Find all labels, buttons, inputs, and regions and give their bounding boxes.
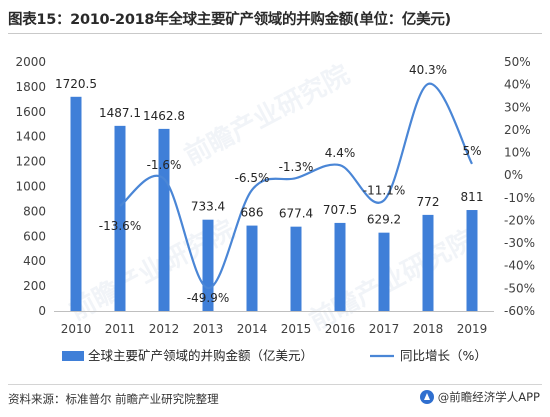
bar-data-label: 1487.1 (99, 106, 141, 120)
bar (290, 226, 302, 311)
source-note: 资料来源：标准普尔 前瞻产业研究院整理 (8, 392, 219, 406)
left-axis-tick-label: 1800 (15, 80, 46, 94)
right-axis-tick-label: 40% (504, 78, 531, 92)
left-axis-tick-label: 1400 (15, 130, 46, 144)
line-data-label: -11.1% (363, 183, 405, 197)
bar (246, 225, 258, 311)
left-axis-tick-label: 600 (23, 229, 46, 243)
right-axis-tick-label: 0% (504, 168, 523, 182)
right-axis-tick-label: -10% (504, 191, 535, 205)
left-axis-tick-label: 400 (23, 254, 46, 268)
bar (114, 125, 126, 311)
footer-divider (8, 384, 542, 385)
legend-bar-swatch (62, 351, 84, 361)
bar-data-label: 1462.8 (143, 109, 185, 123)
left-axis-tick-label: 1200 (15, 155, 46, 169)
bar (334, 222, 346, 311)
line-data-label: 5% (462, 144, 481, 158)
right-axis-tick-label: 50% (504, 55, 531, 69)
right-axis-tick-label: 30% (504, 100, 531, 114)
line-data-label: -6.5% (235, 171, 270, 185)
right-axis-tick-label: -40% (504, 259, 535, 273)
bar (70, 96, 82, 311)
x-axis-tick-label: 2014 (237, 322, 268, 336)
line-data-label: 40.3% (409, 63, 447, 77)
left-axis-tick-label: 200 (23, 279, 46, 293)
right-axis-tick-label: 20% (504, 123, 531, 137)
left-axis-tick-label: 800 (23, 204, 46, 218)
x-axis-tick-label: 2015 (281, 322, 312, 336)
line-data-label: 4.4% (325, 146, 356, 160)
bar (378, 232, 390, 311)
legend-bar-label: 全球主要矿产领域的并购金额（亿美元） (88, 348, 313, 363)
line-data-label: -13.6% (99, 219, 141, 233)
right-axis-tick-label: -60% (504, 304, 535, 318)
brand-credit: @前瞻经济学人APP (419, 389, 540, 405)
right-axis-tick-label: -20% (504, 213, 535, 227)
left-axis-tick-label: 0 (38, 304, 46, 318)
x-axis-tick-label: 2016 (325, 322, 356, 336)
x-axis-tick-label: 2017 (369, 322, 400, 336)
bar (158, 128, 170, 311)
title-divider (8, 33, 542, 34)
right-axis-tick-label: 10% (504, 146, 531, 160)
right-axis-tick-label: -30% (504, 236, 535, 250)
bar-data-label: 1720.5 (55, 77, 97, 91)
x-axis-tick-label: 2013 (193, 322, 224, 336)
brand-label: @前瞻经济学人APP (437, 390, 540, 404)
bar (202, 219, 214, 311)
line-data-label: -49.9% (187, 291, 229, 305)
line-data-label: -1.3% (279, 160, 314, 174)
x-axis-tick-label: 2010 (61, 322, 92, 336)
x-axis-tick-label: 2012 (149, 322, 180, 336)
bar-data-label: 772 (417, 195, 440, 209)
left-axis-tick-label: 1000 (15, 180, 46, 194)
bar-data-label: 707.5 (323, 203, 357, 217)
bar-data-label: 686 (241, 206, 264, 220)
bar-data-label: 629.2 (367, 213, 401, 227)
legend-line-label: 同比增长（%） (400, 348, 487, 363)
bar (466, 210, 478, 311)
bar-data-label: 677.4 (279, 207, 313, 221)
x-axis-tick-label: 2019 (457, 322, 488, 336)
right-axis-tick-label: -50% (504, 281, 535, 295)
bar-data-label: 811 (461, 190, 484, 204)
x-axis-tick-label: 2018 (413, 322, 444, 336)
left-axis-tick-label: 1600 (15, 105, 46, 119)
brand-logo-icon (419, 390, 434, 404)
chart-title: 图表15：2010-2018年全球主要矿产领域的并购金额(单位：亿美元) (8, 12, 451, 28)
left-axis-tick-label: 2000 (15, 55, 46, 69)
growth-line (119, 82, 473, 290)
bar (422, 214, 434, 311)
x-axis-tick-label: 2011 (105, 322, 136, 336)
line-data-label: -1.6% (147, 158, 182, 172)
bar-data-label: 733.4 (191, 200, 225, 214)
